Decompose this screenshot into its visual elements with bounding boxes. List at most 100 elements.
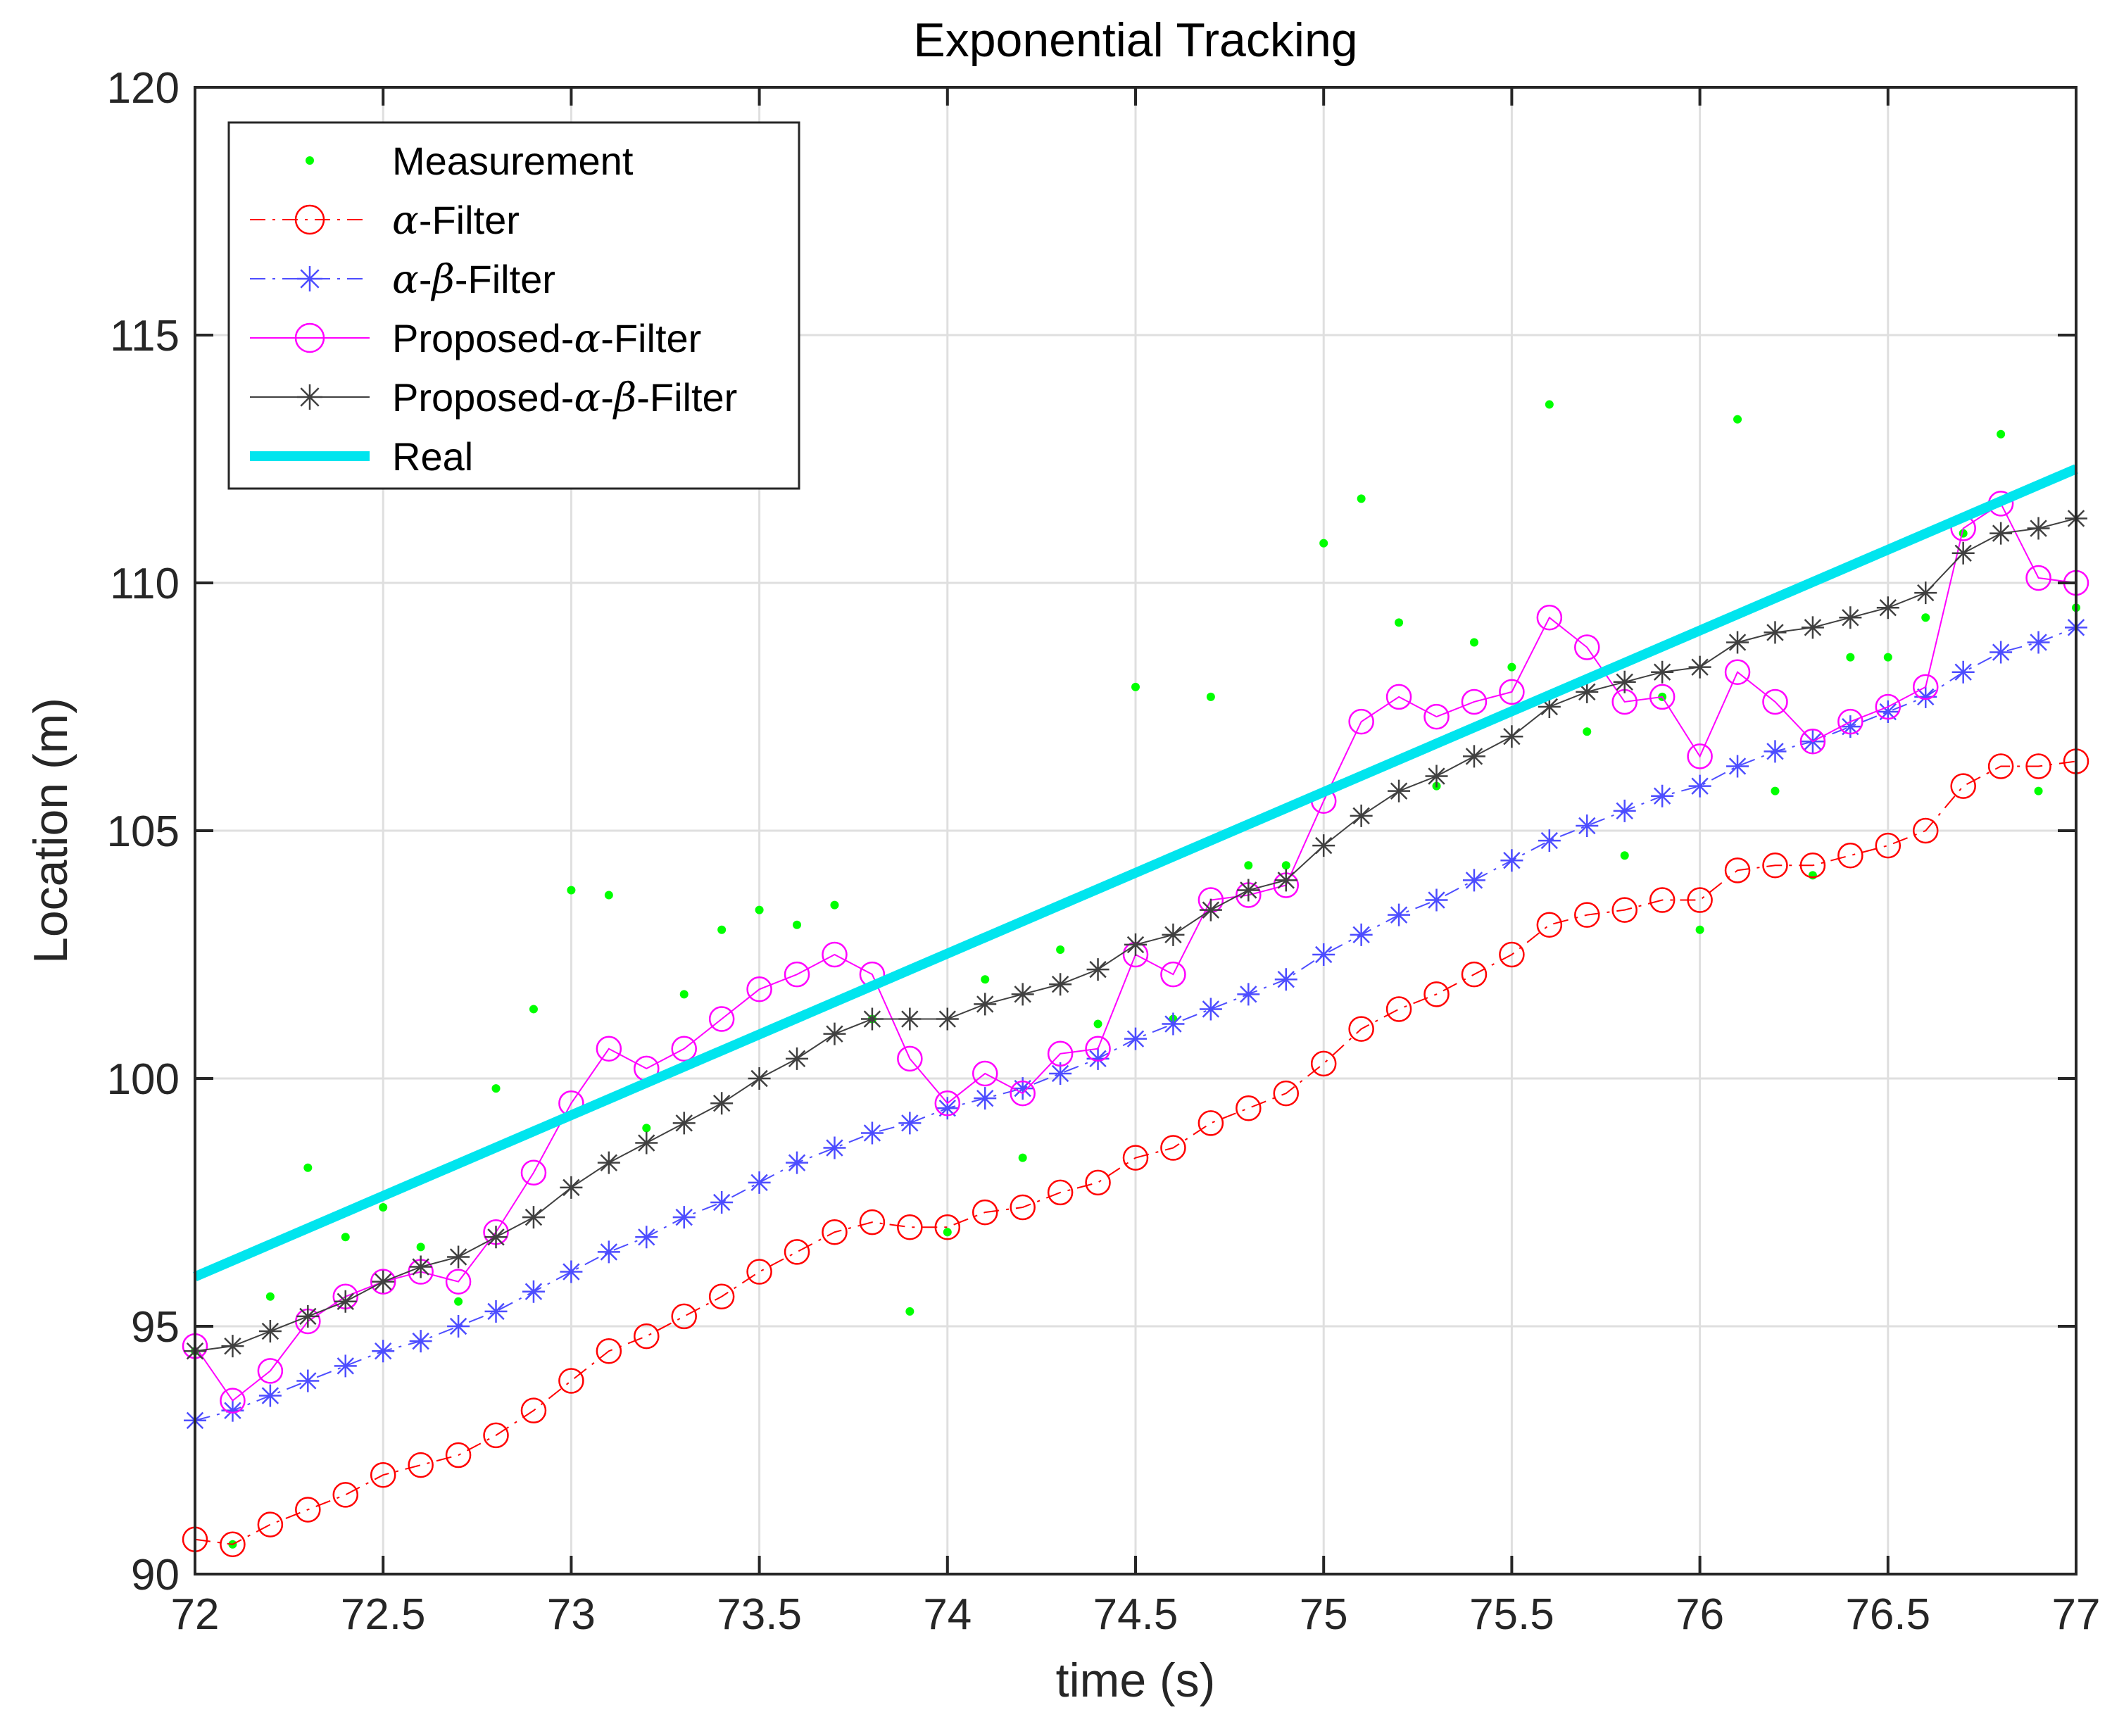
circle-marker xyxy=(1799,853,1826,879)
circle-marker xyxy=(1085,1169,1111,1196)
legend-label-part: α xyxy=(392,198,419,244)
circle-marker xyxy=(1010,1080,1036,1107)
star-marker xyxy=(1951,541,1975,565)
x-tick-label: 77 xyxy=(2052,1590,2101,1639)
x-tick-label: 73.5 xyxy=(717,1590,802,1639)
circle-marker xyxy=(1499,679,1525,705)
star-marker xyxy=(1199,998,1222,1021)
star-marker xyxy=(1914,581,1937,605)
star-marker xyxy=(1162,1012,1185,1036)
circle-marker xyxy=(708,1006,735,1032)
legend-marker xyxy=(294,322,325,353)
star-marker xyxy=(1388,903,1411,926)
legend-label: α-β-Filter xyxy=(392,257,555,303)
circle-marker xyxy=(1837,708,1863,735)
star-marker xyxy=(898,1112,922,1135)
star-marker xyxy=(635,1131,658,1155)
measurement-point xyxy=(1357,494,1366,503)
x-tick-label: 76.5 xyxy=(1845,1590,1930,1639)
circle-marker xyxy=(1799,729,1826,755)
circle-marker xyxy=(483,1422,509,1449)
legend-label-part: Proposed- xyxy=(392,316,574,360)
circle-marker xyxy=(972,1199,998,1226)
measurement-point xyxy=(341,1233,350,1242)
legend-swatch xyxy=(306,156,314,165)
star-marker xyxy=(748,1171,771,1194)
circle-marker xyxy=(1875,693,1902,720)
measurement-point xyxy=(1281,861,1290,870)
star-marker xyxy=(898,1007,922,1031)
star-marker xyxy=(1049,973,1072,996)
series-alpha-filter xyxy=(182,748,2089,1558)
star-marker xyxy=(409,1330,432,1353)
circle-marker xyxy=(596,1036,622,1062)
measurement-point xyxy=(604,891,613,900)
star-marker xyxy=(1462,745,1485,768)
circle-marker xyxy=(1875,832,1902,859)
star-marker xyxy=(522,1206,545,1229)
circle-marker xyxy=(1724,857,1751,883)
circle-marker xyxy=(708,1283,735,1310)
star-marker xyxy=(2027,631,2050,654)
circle-marker xyxy=(1499,941,1525,968)
circle-marker xyxy=(220,1388,246,1414)
star-marker xyxy=(372,1340,395,1363)
star-marker xyxy=(974,1087,997,1110)
circle-marker xyxy=(1461,961,1488,988)
circle-marker xyxy=(1047,1040,1074,1067)
circle-marker xyxy=(558,1368,584,1394)
grid xyxy=(195,87,2076,1574)
y-tick-label: 100 xyxy=(107,1055,180,1104)
star-marker xyxy=(1990,522,2013,545)
x-tick-label: 74 xyxy=(923,1590,972,1639)
measurement-point xyxy=(1997,429,2006,439)
circle-marker xyxy=(2025,565,2051,591)
measurement-point xyxy=(717,925,727,934)
star-marker xyxy=(1086,958,1110,981)
star-marker xyxy=(1726,631,1749,654)
star-marker xyxy=(1011,983,1034,1006)
star-marker xyxy=(597,1151,620,1174)
circle-marker xyxy=(1837,842,1863,869)
star-marker xyxy=(1990,641,2013,664)
star-marker xyxy=(258,1320,282,1343)
circle-marker xyxy=(671,1303,697,1330)
circle-marker xyxy=(1649,887,1676,913)
star-marker xyxy=(1839,606,1862,629)
star-marker xyxy=(936,1007,959,1031)
circle-marker xyxy=(1348,708,1374,735)
circle-marker xyxy=(1273,1080,1300,1107)
star-marker xyxy=(1124,933,1147,956)
series-proposed-alpha-beta-filter xyxy=(184,507,2087,1363)
star-marker xyxy=(1011,1077,1034,1100)
circle-marker xyxy=(1423,703,1450,730)
circle-marker xyxy=(1762,853,1788,879)
star-marker xyxy=(860,1007,884,1031)
star-marker xyxy=(1388,779,1411,803)
circle-marker xyxy=(332,1482,359,1508)
measurement-point xyxy=(529,1005,538,1014)
star-marker xyxy=(1951,660,1975,684)
circle-marker xyxy=(1912,817,1939,844)
measurement-point xyxy=(1018,1153,1027,1162)
x-tick-label: 74.5 xyxy=(1093,1590,1178,1639)
measurement-point xyxy=(1469,638,1478,647)
y-tick-label: 95 xyxy=(131,1303,180,1352)
measurement-point xyxy=(905,1307,914,1316)
star-marker xyxy=(823,1136,846,1159)
star-marker xyxy=(1350,804,1373,827)
circle-marker xyxy=(1762,688,1788,715)
circle-marker xyxy=(1010,1194,1036,1221)
measurement-point xyxy=(1056,945,1065,954)
circle-marker xyxy=(822,941,848,968)
legend-label-part: α xyxy=(574,375,601,421)
y-tick-label: 115 xyxy=(110,312,180,360)
star-marker xyxy=(748,1067,771,1090)
star-marker xyxy=(1876,700,1899,724)
series-alpha-beta-filter xyxy=(184,616,2087,1432)
legend-label-part: Measurement xyxy=(392,139,634,183)
star-marker xyxy=(1124,1027,1147,1050)
star-marker xyxy=(1764,621,1787,644)
star-marker xyxy=(1688,774,1711,798)
measurement-point xyxy=(454,1297,463,1306)
